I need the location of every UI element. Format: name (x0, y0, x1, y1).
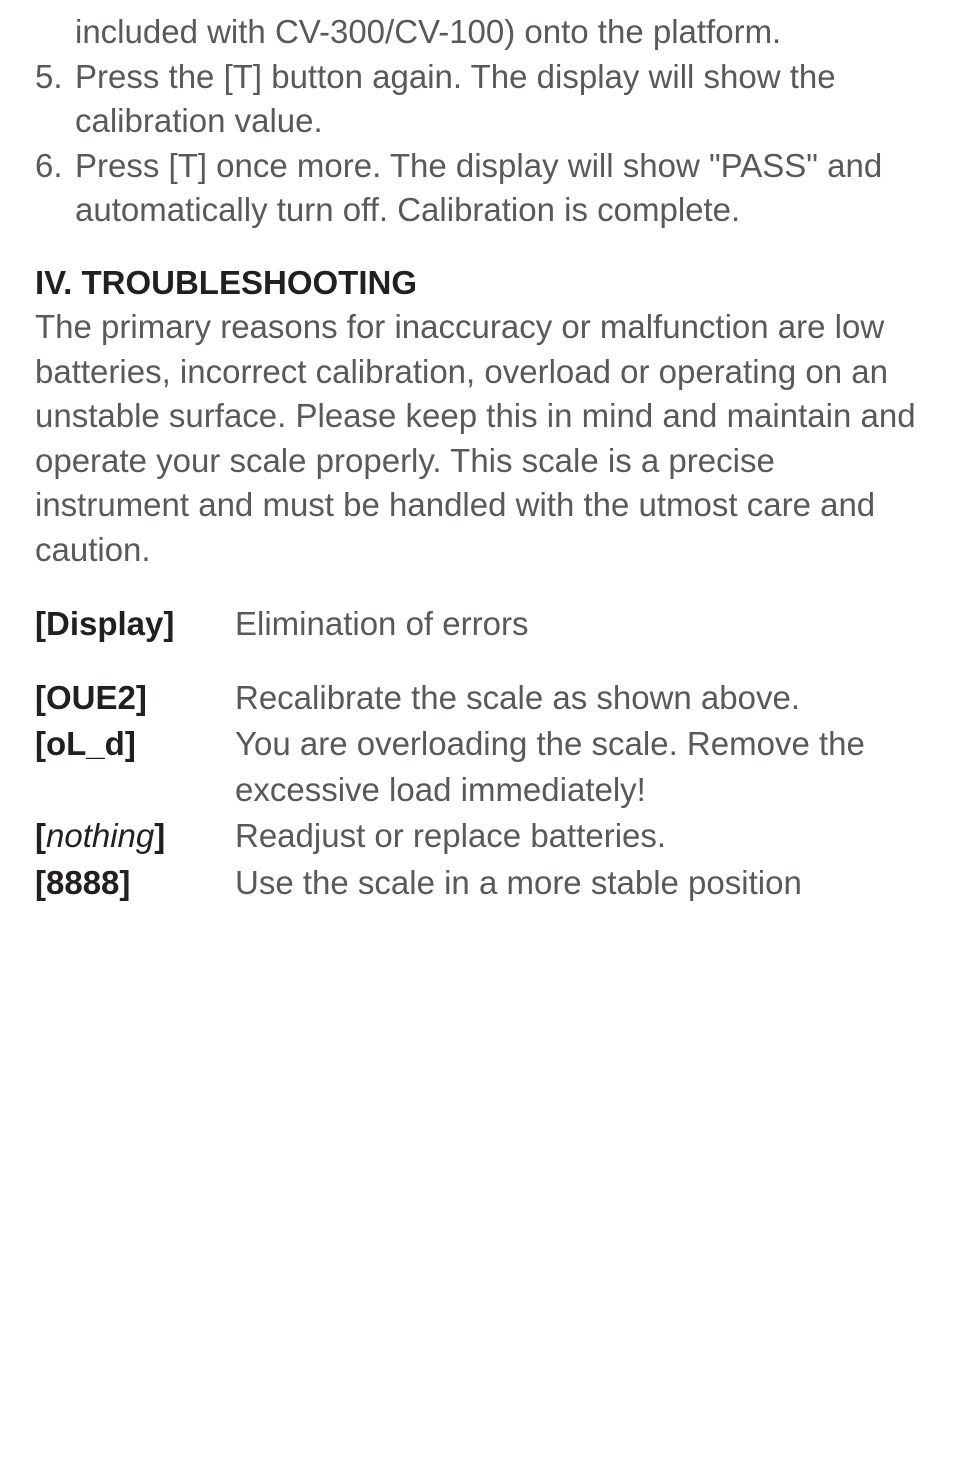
step-6: 6. Press [T] once more. The display will… (35, 144, 919, 233)
spacer (35, 647, 919, 675)
error-header-row: [Display] Elimination of errors (35, 601, 919, 647)
document-page: included with CV-300/CV-100) onto the pl… (35, 10, 919, 906)
error-desc-8888: Use the scale in a more stable position (235, 860, 919, 906)
step-4-text: included with CV-300/CV-100) onto the pl… (75, 13, 781, 50)
error-desc-nothing: Readjust or replace batteries. (235, 813, 919, 859)
error-desc-old: You are overloading the scale. Remove th… (235, 721, 919, 813)
error-row-old: [oL_d] You are overloading the scale. Re… (35, 721, 919, 813)
error-row-oue2: [OUE2] Recalibrate the scale as shown ab… (35, 675, 919, 721)
bracket-open: [ (35, 817, 46, 854)
step-5-text: Press the [T] button again. The display … (75, 55, 919, 144)
error-code-nothing: [nothing] (35, 813, 235, 859)
error-code-8888: [8888] (35, 860, 235, 906)
step-4-continued: included with CV-300/CV-100) onto the pl… (35, 10, 919, 55)
error-header-desc: Elimination of errors (235, 601, 919, 647)
step-6-text: Press [T] once more. The display will sh… (75, 144, 919, 233)
step-5-number: 5. (35, 55, 75, 144)
step-6-number: 6. (35, 144, 75, 233)
error-code-oue2: [OUE2] (35, 675, 235, 721)
error-code-old: [oL_d] (35, 721, 235, 813)
error-table: [Display] Elimination of errors [OUE2] R… (35, 601, 919, 906)
error-header-code: [Display] (35, 601, 235, 647)
step-5: 5. Press the [T] button again. The displ… (35, 55, 919, 144)
nothing-italic: nothing (46, 817, 154, 854)
troubleshooting-paragraph: The primary reasons for inaccuracy or ma… (35, 305, 919, 572)
error-desc-oue2: Recalibrate the scale as shown above. (235, 675, 919, 721)
troubleshooting-heading: IV. TROUBLESHOOTING (35, 261, 919, 306)
bracket-close: ] (154, 817, 165, 854)
error-row-nothing: [nothing] Readjust or replace batteries. (35, 813, 919, 859)
error-row-8888: [8888] Use the scale in a more stable po… (35, 860, 919, 906)
